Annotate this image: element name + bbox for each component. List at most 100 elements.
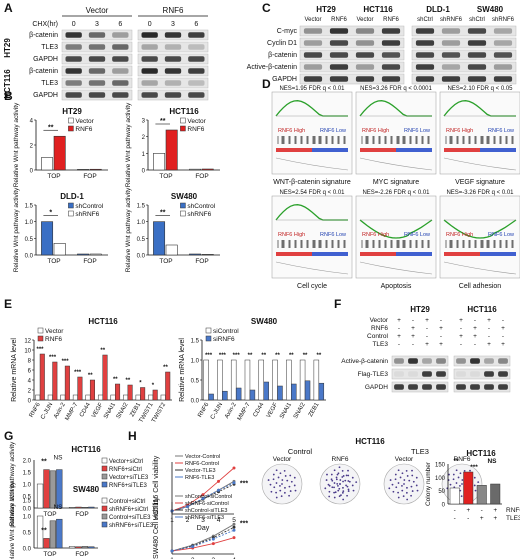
panelA-group-label: RNF6 (163, 6, 184, 15)
panelC-blot-band (303, 76, 323, 82)
panelC-blot-band (381, 52, 401, 58)
panelH-top-plates-colony (342, 486, 344, 489)
panelH-top-plates-colony (335, 476, 338, 479)
panelH-top-plates-colony (394, 478, 397, 481)
panelA-blot-band (188, 68, 205, 74)
panelH-top-plates-colony (416, 489, 419, 492)
panelH-top-plates-colony (270, 490, 273, 493)
panelG-top-legend-label: Vector+siTLE3 (109, 475, 149, 481)
panelF-row-label: RNF6 (371, 325, 388, 332)
panelH-top-plates-colony (289, 490, 292, 492)
panelE-right-tick-label: 1.0 (191, 359, 200, 365)
panelC-lane-label: shCtrl (469, 17, 485, 23)
panelH-bottom-line-series-line (171, 529, 235, 552)
panelH-top-plates-colony (345, 484, 347, 487)
panelG-top-legend-swatch (101, 481, 108, 488)
panelF-band-label: Active-β-catenin (341, 358, 388, 365)
panelH-top-line-legend-label: Vector-TLE3 (185, 468, 216, 474)
panelH-top-plates-colony (453, 486, 456, 489)
panelH-bottom-line-legend-label: shControl-siControl (185, 494, 232, 500)
panelA-blot-band (141, 92, 158, 98)
panelC-blot-band (329, 40, 349, 46)
panelD-caption: Cell cycle (297, 283, 327, 290)
panelH-top-plates-colony (335, 478, 338, 481)
panelF-blot-band (470, 371, 480, 377)
panelA-group-label: Vector (86, 6, 109, 15)
panelH-top-plates-colony (397, 496, 400, 499)
panelE-right-sig: ** (275, 353, 280, 359)
panelA-blot-band (164, 56, 182, 62)
panelD-stats: NES=1.95 FDR q < 0.01 (279, 86, 345, 92)
panelD-stats: NES=2.10 FDR q < 0.05 (447, 86, 513, 92)
panelG-top-legend-label: Vector+siCtrl (109, 459, 143, 465)
panelA-blot-band (188, 92, 205, 98)
panel-label: B (4, 89, 13, 103)
panel-label: H (128, 429, 137, 443)
panelA-blot-band (164, 68, 182, 74)
panelC-blot-band (493, 76, 513, 82)
panelG-bottom-bar (81, 546, 89, 549)
panelG-bottom-bar (75, 546, 82, 549)
panelD-caption: MYC signature (373, 179, 419, 186)
panelB-0-legend-label: Vector (75, 118, 94, 125)
panelE-right-sig: *** (205, 353, 213, 359)
panelE-right-bar (313, 359, 320, 401)
panelH-top-plates-colony (273, 486, 276, 489)
panelD-rank-high (360, 148, 396, 152)
panelG-bottom-bar (56, 518, 63, 549)
panelE-right-tick-label: 1.5 (191, 339, 200, 345)
panelH-bottom-line-day-label: 2 (191, 557, 195, 559)
panelG-top-ylabel: Relative Wnt pathway activity (9, 441, 16, 526)
panelE-left-bar (97, 394, 103, 401)
panelA-blot-band (88, 92, 106, 98)
panelB-3-bar (189, 253, 202, 256)
panelG-bottom-bar (36, 515, 44, 549)
panelE-left-sig: ** (126, 378, 131, 384)
panel-label: E (4, 297, 12, 311)
panelC-blot-band (441, 76, 461, 82)
panelH-top-line-legend-label: Vector-Control (185, 454, 220, 460)
panelE-left-legend-swatch (37, 335, 44, 342)
panelH-top-plates-colony (346, 494, 348, 497)
panelH-top-plates-colony (351, 484, 354, 487)
panelH-top-plates-colony (342, 498, 345, 501)
panelH-top-plates-colony (340, 494, 342, 497)
panelE-left-bar (135, 394, 141, 401)
panelE-right-bar (277, 385, 283, 401)
panelH-top-plates-colony (347, 480, 350, 482)
panelE-left-bar (127, 384, 133, 401)
panelD-rank-low (312, 252, 348, 256)
panelH-bottom-line-day-label: 4 (232, 557, 236, 559)
panelA-blot-band (65, 68, 82, 74)
panelA-band-label: β-catenin (29, 32, 58, 39)
panelH-top-plates-colony (348, 480, 351, 483)
panelE-left-sig: * (152, 383, 155, 389)
panelH-top-line-sig: *** (240, 480, 248, 487)
panelH-top-plates-colony (410, 494, 412, 497)
panelG-bottom-legend-swatch (101, 513, 108, 520)
panelF-row-value: - (488, 333, 490, 340)
panelH-top-line-legend-label: RNF6-Control (185, 461, 219, 467)
panel-label: F (334, 297, 341, 311)
panelE-right-bar (304, 380, 311, 401)
panelE-right-legend-swatch (205, 327, 212, 334)
panelD-low-label: RNF6 Low (404, 128, 430, 134)
panelB-1-ylabel: Relative Wnt pathway activity (125, 102, 132, 187)
panelH-top-plates-colony (341, 491, 344, 494)
panelH-top-line-series-line (171, 467, 235, 512)
panelH-top-plates-colony (411, 474, 414, 477)
panelC-blot-strip (299, 73, 405, 85)
panelC-blot-band (415, 76, 435, 82)
panelB-0-bar (53, 135, 66, 171)
panelF-row-value: - (502, 333, 504, 340)
panelH-bottom-line-ylabel: SW480 Cell viability (153, 497, 160, 559)
panelH-bottom-line-series-line (171, 537, 235, 552)
panelH-top-plates-colony (352, 489, 355, 492)
panelC-blot-band (329, 64, 349, 70)
panelB-0-bar (41, 157, 54, 171)
panelH-bottom-line-point (170, 549, 174, 553)
panelE-right-gene-label: C-JUN (210, 402, 224, 421)
panelF-blot-band (436, 384, 446, 390)
panelB-0-sig: ** (48, 124, 54, 131)
panelA-blot-band (112, 92, 129, 98)
